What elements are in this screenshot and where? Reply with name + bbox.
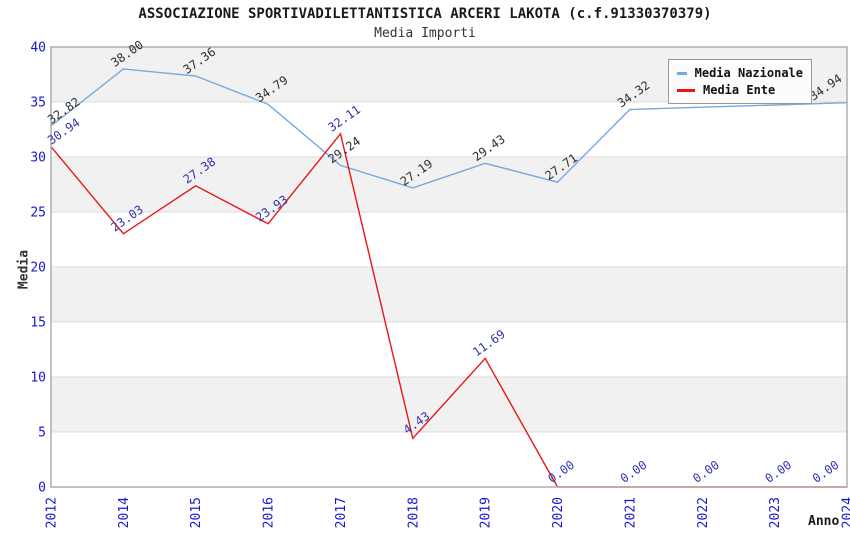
x-tick-label: 2024: [841, 497, 850, 528]
legend-label-media-ente: Media Ente: [703, 83, 776, 97]
x-tick-label: 2021: [623, 497, 638, 528]
y-tick-label: 10: [30, 371, 46, 386]
value-label: 0.00: [690, 458, 722, 486]
chart-title: ASSOCIAZIONE SPORTIVADILETTANTISTICA ARC…: [138, 6, 712, 22]
value-label: 0.00: [810, 458, 842, 486]
y-tick-label: 30: [30, 151, 46, 166]
plot-border: [50, 46, 848, 488]
x-axis-title: Anno: [808, 514, 840, 529]
x-tick-label: 2015: [189, 497, 204, 528]
y-tick-label: 15: [30, 316, 46, 331]
x-tick-label: 2017: [334, 497, 349, 528]
nazionale-line-sample-icon: [677, 71, 687, 75]
legend: Media Nazionale Media Ente: [668, 59, 812, 104]
y-tick-label: 5: [38, 426, 46, 441]
value-label: 0.00: [762, 458, 794, 486]
x-tick-label: 2019: [479, 497, 494, 528]
grid-band: [51, 267, 847, 322]
value-label: 11.69: [470, 327, 508, 359]
x-tick-label: 2018: [406, 497, 421, 528]
y-tick-label: 20: [30, 261, 46, 276]
legend-item-media-nazionale: Media Nazionale: [677, 66, 803, 80]
grid-band: [51, 377, 847, 432]
x-tick-label: 2016: [262, 497, 277, 528]
x-tick-label: 2014: [117, 497, 132, 528]
y-tick-label: 25: [30, 206, 46, 221]
value-label: 0.00: [618, 458, 650, 486]
y-tick-label: 40: [30, 41, 46, 56]
x-tick-label: 2012: [45, 497, 60, 528]
ente-line-sample-icon: [677, 88, 695, 92]
x-tick-label: 2020: [551, 497, 566, 528]
value-label: 0.00: [545, 458, 577, 486]
y-tick-label: 35: [30, 96, 46, 111]
x-tick-label: 2022: [696, 497, 711, 528]
x-tick-label: 2023: [768, 497, 783, 528]
series-line-media-nazionale: [50, 68, 848, 189]
y-axis-title: Media: [16, 249, 32, 290]
legend-item-media-ente: Media Ente: [677, 83, 803, 97]
grid-band: [51, 157, 847, 212]
y-tick-label: 0: [38, 481, 46, 496]
value-label: 32.11: [325, 102, 363, 134]
legend-label-media-nazionale: Media Nazionale: [694, 66, 803, 80]
chart-subtitle: Media Importi: [374, 26, 476, 41]
